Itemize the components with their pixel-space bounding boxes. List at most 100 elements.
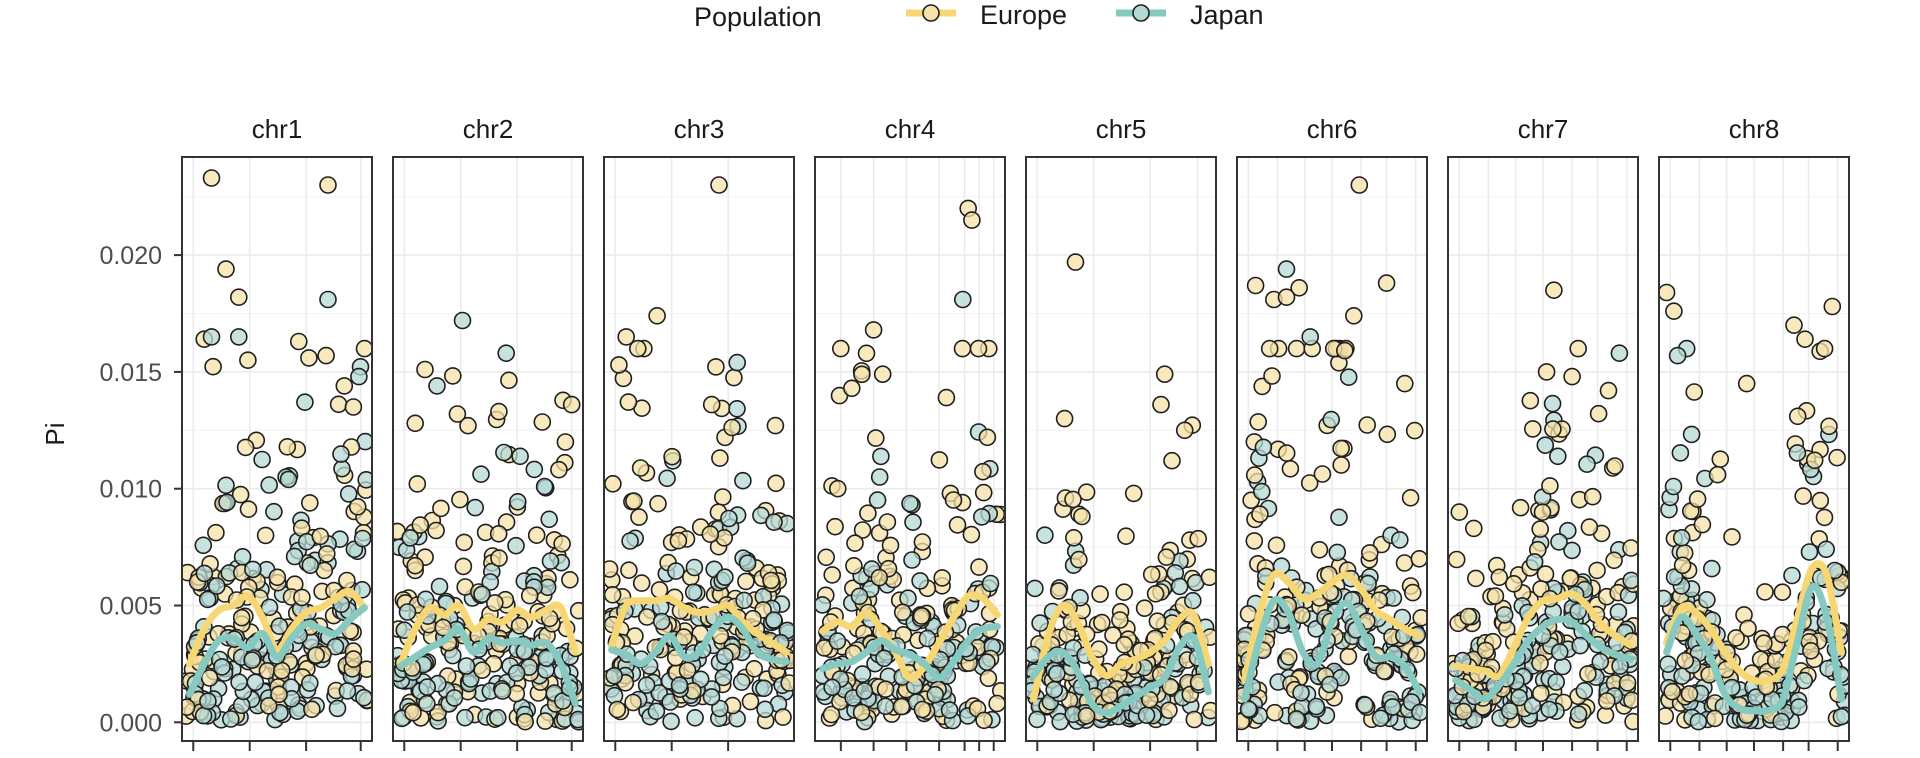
data-point-japan — [541, 552, 560, 570]
data-point-europe — [1823, 297, 1842, 316]
facet-panels — [181, 156, 1850, 751]
data-point-japan — [926, 685, 945, 704]
data-point-europe — [516, 712, 535, 731]
data-point-europe — [767, 474, 785, 493]
data-point-europe — [1450, 503, 1469, 521]
data-point-europe — [1401, 488, 1420, 507]
smooth-line-europe — [186, 587, 368, 668]
data-point-europe — [678, 661, 697, 680]
data-point-europe — [1246, 276, 1265, 295]
data-point-japan — [1703, 559, 1721, 578]
data-point-japan — [728, 353, 747, 372]
data-point-japan — [735, 591, 753, 610]
data-point-europe — [1802, 641, 1820, 660]
data-point-japan — [493, 682, 512, 700]
data-point-europe — [473, 661, 492, 680]
data-point-europe — [737, 572, 755, 591]
data-point-japan — [1591, 652, 1610, 671]
facet-panel-chr8 — [1658, 156, 1850, 751]
data-point-japan — [508, 492, 527, 511]
data-point-japan — [684, 583, 703, 602]
data-point-europe — [608, 700, 627, 719]
data-point-japan — [1609, 603, 1628, 621]
data-point-europe — [1117, 527, 1135, 546]
data-point-japan — [332, 445, 350, 463]
data-point-europe — [1486, 587, 1505, 605]
data-point-japan — [222, 710, 240, 728]
data-point-japan — [472, 465, 490, 484]
legend-key-japan — [1116, 4, 1166, 22]
data-point-europe — [1521, 391, 1540, 410]
data-point-europe — [1531, 520, 1549, 538]
data-point-europe — [1245, 532, 1264, 550]
data-point-japan — [728, 399, 746, 418]
data-point-europe — [1161, 677, 1180, 696]
data-point-europe — [1155, 365, 1174, 384]
data-point-europe — [762, 571, 780, 590]
data-point-japan — [1540, 700, 1559, 719]
data-point-japan — [1031, 614, 1049, 632]
data-point-japan — [194, 706, 213, 725]
data-point-japan — [1356, 696, 1374, 714]
data-point-europe — [1332, 456, 1350, 474]
data-point-japan — [1832, 707, 1849, 726]
data-point-japan — [1569, 602, 1587, 621]
data-point-europe — [1152, 395, 1170, 414]
smooth-line-japan — [397, 625, 579, 708]
data-point-japan — [1668, 346, 1687, 365]
data-point-europe — [1135, 599, 1154, 618]
data-point-europe — [1788, 407, 1807, 426]
data-point-japan — [714, 668, 733, 687]
data-point-japan — [667, 562, 685, 580]
data-point-europe — [604, 560, 619, 578]
data-point-japan — [243, 651, 261, 669]
data-point-europe — [648, 306, 666, 325]
data-point-europe — [893, 603, 912, 622]
data-point-europe — [1537, 363, 1556, 381]
panel-plot-area — [1659, 157, 1849, 741]
data-point-europe — [857, 344, 876, 363]
data-point-europe — [1350, 176, 1369, 194]
smooth-line-japan — [1452, 615, 1634, 703]
y-tick-label: 0.015 — [99, 359, 162, 387]
data-point-japan — [605, 666, 623, 685]
data-point-japan — [195, 564, 214, 583]
smooth-line-japan — [186, 604, 368, 698]
data-point-europe — [1622, 539, 1638, 557]
panel-border — [392, 156, 584, 742]
data-point-europe — [231, 485, 250, 504]
data-point-japan — [872, 447, 890, 466]
data-point-europe — [1163, 451, 1181, 470]
data-point-europe — [259, 696, 278, 715]
data-point-japan — [481, 573, 500, 591]
data-point-japan — [1672, 528, 1691, 547]
data-point-europe — [1093, 613, 1111, 632]
data-point-japan — [1800, 543, 1819, 561]
data-point-europe — [1345, 306, 1363, 325]
data-point-europe — [561, 570, 579, 589]
data-point-japan — [1550, 643, 1569, 661]
data-point-europe — [970, 558, 988, 576]
data-point-europe — [1524, 420, 1542, 438]
data-point-japan — [702, 688, 721, 706]
data-point-europe — [300, 349, 318, 367]
data-point-europe — [766, 416, 785, 435]
data-point-japan — [1036, 526, 1054, 545]
data-point-japan — [981, 574, 1000, 593]
data-point-europe — [870, 568, 889, 587]
facet-label-chr2: chr2 — [463, 114, 514, 144]
data-point-europe — [1599, 381, 1618, 400]
data-point-japan — [428, 377, 446, 395]
data-point-europe — [1569, 339, 1587, 358]
data-point-europe — [1711, 450, 1730, 469]
data-point-japan — [870, 468, 889, 486]
data-point-europe — [1160, 701, 1178, 720]
data-point-japan — [1578, 455, 1596, 474]
data-point-japan — [208, 577, 226, 595]
data-point-europe — [1459, 607, 1478, 626]
data-point-europe — [293, 588, 311, 607]
data-point-europe — [207, 523, 225, 542]
data-point-japan — [333, 459, 351, 478]
data-point-japan — [398, 603, 417, 621]
